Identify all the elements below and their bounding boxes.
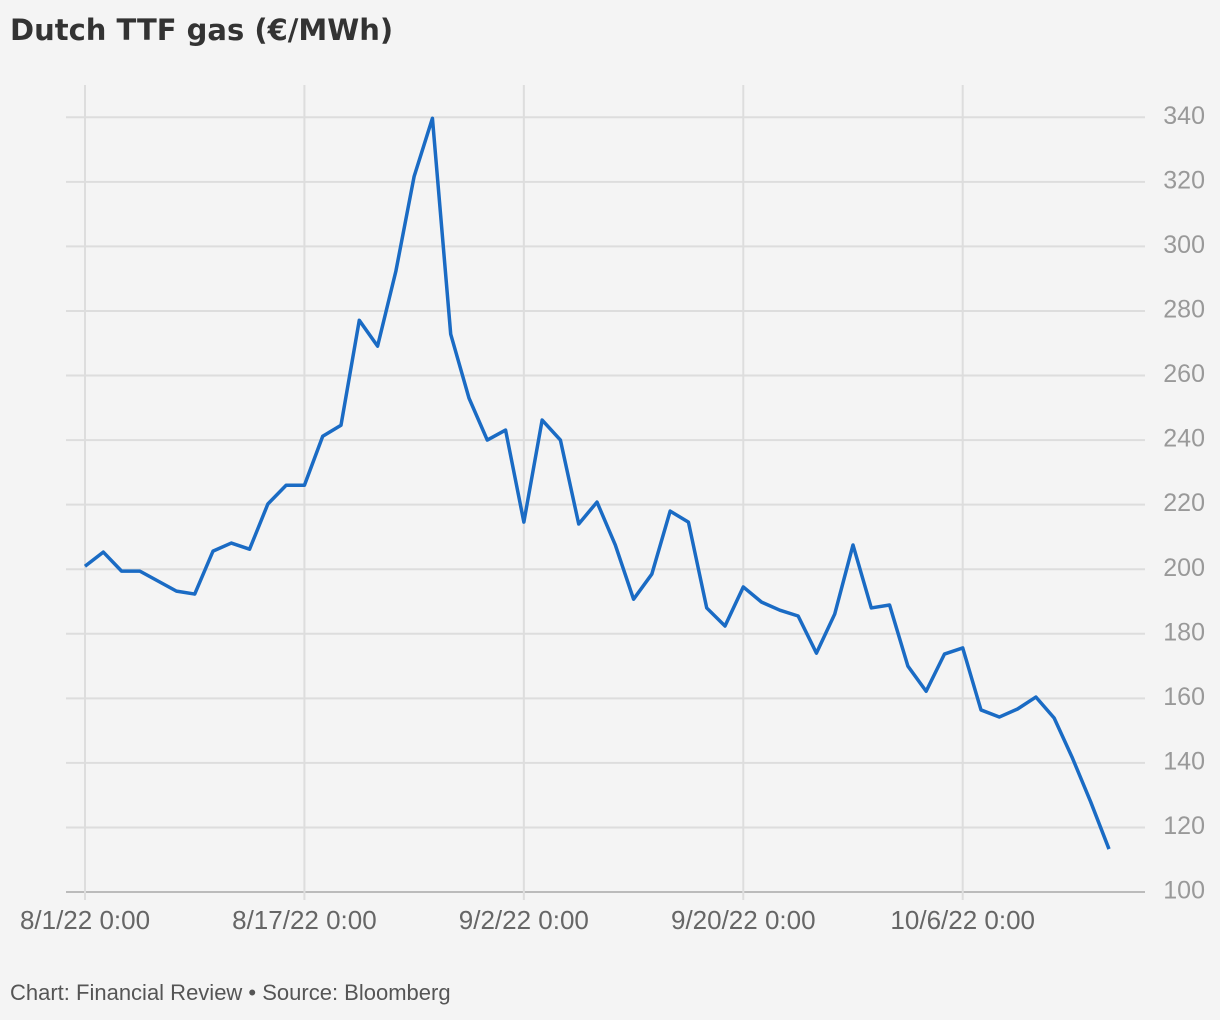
- y-tick-label: 160: [1163, 683, 1205, 711]
- y-tick-label: 220: [1163, 489, 1205, 517]
- y-tick-label: 180: [1163, 618, 1205, 646]
- y-tick-label: 140: [1163, 747, 1205, 775]
- y-tick-label: 100: [1163, 877, 1205, 905]
- x-tick-label: 9/2/22 0:00: [459, 905, 589, 935]
- x-tick-label: 8/1/22 0:00: [20, 905, 150, 935]
- x-tick-label: 9/20/22 0:00: [671, 905, 816, 935]
- y-tick-label: 240: [1163, 425, 1205, 453]
- y-tick-label: 300: [1163, 231, 1205, 259]
- chart-footer: Chart: Financial Review • Source: Bloomb…: [10, 980, 451, 1005]
- y-tick-label: 200: [1163, 554, 1205, 582]
- line-series: [83, 116, 1111, 850]
- y-tick-label: 340: [1163, 102, 1205, 130]
- y-tick-label: 320: [1163, 166, 1205, 194]
- y-tick-label: 280: [1163, 296, 1205, 324]
- x-tick-label: 10/6/22 0:00: [890, 905, 1035, 935]
- y-tick-label: 260: [1163, 360, 1205, 388]
- x-tick-label: 8/17/22 0:00: [232, 905, 377, 935]
- chart-title: Dutch TTF gas (€/MWh): [10, 13, 393, 47]
- y-tick-label: 120: [1163, 812, 1205, 840]
